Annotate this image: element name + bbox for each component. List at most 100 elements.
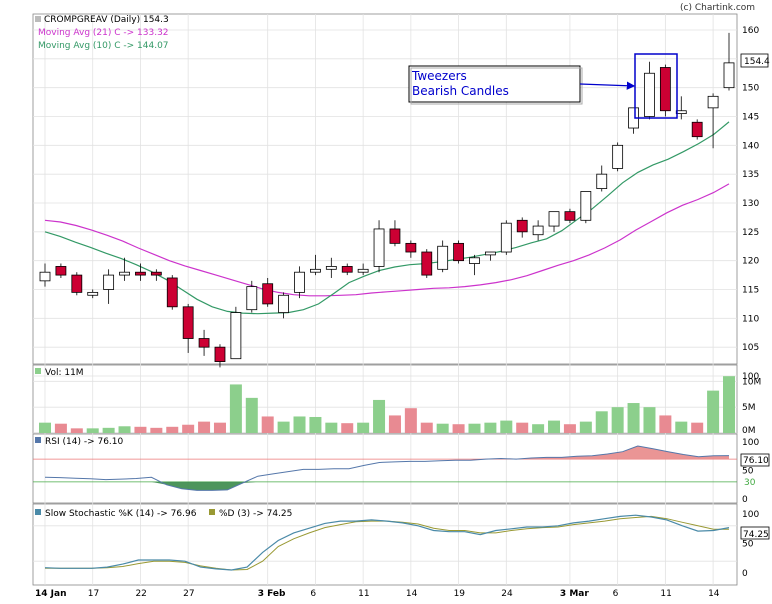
candle-body [55, 266, 67, 276]
candle-body [644, 72, 655, 117]
stoch-k-marker-icon [35, 509, 41, 515]
tweezers-annotation: Tweezers Bearish Candles [408, 53, 678, 119]
rsi-tick-label: 50 [742, 467, 754, 477]
candle-body [453, 242, 464, 262]
candle-body [135, 271, 146, 276]
candle-body [182, 306, 194, 339]
volume-bar [420, 422, 433, 433]
volume-bar [532, 424, 545, 433]
stoch-tick-label: 50 [742, 540, 754, 550]
price-tick-label: 130 [742, 199, 759, 209]
rsi-tick-label: 0 [742, 495, 748, 505]
highlight-box [634, 53, 678, 119]
candle-body [198, 338, 210, 348]
date-tick-label: 19 [454, 589, 466, 599]
candle-body [39, 271, 51, 282]
volume-bar [213, 422, 226, 433]
annotation-line-1: Tweezers [411, 69, 467, 83]
candle-body [389, 228, 401, 244]
volume-bar [373, 399, 386, 433]
price-tick-label: 115 [742, 286, 759, 296]
candle-body [150, 271, 162, 276]
volume-bar [643, 407, 656, 433]
candle-body [87, 291, 99, 296]
rsi-panel [33, 445, 737, 491]
candle-body [421, 251, 433, 276]
price-tick-label: 160 [742, 26, 759, 36]
candle-body [262, 283, 274, 305]
volume-bar [86, 428, 99, 433]
candle-body [691, 121, 703, 138]
panel-frame-0 [32, 13, 738, 365]
panel-frames [32, 13, 738, 586]
volume-bar [166, 426, 179, 433]
candle-body [548, 211, 560, 227]
candle-body [659, 67, 671, 112]
candle-body [596, 173, 608, 189]
volume-bar [70, 428, 83, 433]
volume-bar [54, 423, 67, 433]
date-tick-label: 14 [708, 589, 720, 599]
stoch-tick-label: 100 [742, 510, 759, 520]
candle-body [310, 268, 321, 273]
volume-bar [563, 424, 576, 433]
volume-bar [611, 407, 624, 433]
ticker-marker-icon [35, 16, 41, 22]
volume-bar [548, 420, 561, 433]
ma10-label: Moving Avg (10) C -> 144.07 [38, 41, 169, 51]
volume-bar [627, 403, 640, 433]
ticker-label: CROMPGREAV (Daily) 154.3 [44, 15, 169, 25]
candle-body [564, 211, 576, 221]
volume-bar [341, 423, 354, 433]
volume-bar [261, 416, 274, 433]
volume-bar [675, 421, 688, 433]
volume-bar [182, 424, 195, 433]
annotation-line-2: Bearish Candles [412, 84, 509, 98]
rsi-overbought-area [485, 445, 729, 460]
rsi-30-label: 30 [744, 478, 756, 488]
volume-bar [102, 427, 115, 433]
candle-body [278, 294, 290, 313]
ma10-line [44, 121, 730, 315]
copyright-text: (c) Chartink.com [680, 3, 755, 13]
stoch-k-label: Slow Stochastic %K (14) -> 76.96 [45, 509, 197, 519]
last-price-text: 154.4 [744, 57, 770, 67]
price-tick-label: 100 [742, 372, 759, 382]
date-tick-label: 14 Jan [35, 589, 67, 599]
volume-marker-icon [35, 368, 41, 374]
candle-body [516, 219, 528, 233]
price-tick-label: 105 [742, 343, 759, 353]
candle-body [500, 222, 512, 253]
date-tick-label: 3 Feb [258, 589, 286, 599]
volume-bar [198, 421, 211, 433]
volume-bar [707, 390, 720, 433]
ma21-label: Moving Avg (21) C -> 133.32 [38, 28, 169, 38]
stoch-last-box [740, 526, 770, 540]
moving-average-lines [44, 121, 730, 315]
candle-body [437, 245, 449, 270]
panel-frame-2 [32, 433, 738, 504]
candle-body [214, 346, 226, 362]
volume-tick-label: 5M [742, 403, 756, 413]
volume-bar [691, 422, 704, 433]
candle-body [612, 144, 624, 169]
candle-body [357, 268, 369, 273]
volume-bar [293, 416, 306, 433]
date-tick-label: 22 [135, 589, 146, 599]
volume-bar [452, 424, 465, 433]
volume-bar [309, 416, 322, 433]
price-tick-label: 145 [742, 113, 759, 123]
candle-body [341, 266, 353, 273]
date-tick-label: 6 [613, 589, 619, 599]
price-tick-label: 150 [742, 84, 759, 94]
volume-bar [484, 422, 497, 433]
price-tick-label: 125 [742, 228, 759, 238]
date-tick-label: 6 [310, 589, 316, 599]
date-tick-label: 24 [501, 589, 513, 599]
volume-bar [516, 422, 529, 433]
price-tick-label: 120 [742, 257, 759, 267]
stoch-k-line [44, 514, 730, 571]
last-price-tag: 154.4 [740, 53, 770, 68]
annotation-box [408, 65, 581, 103]
